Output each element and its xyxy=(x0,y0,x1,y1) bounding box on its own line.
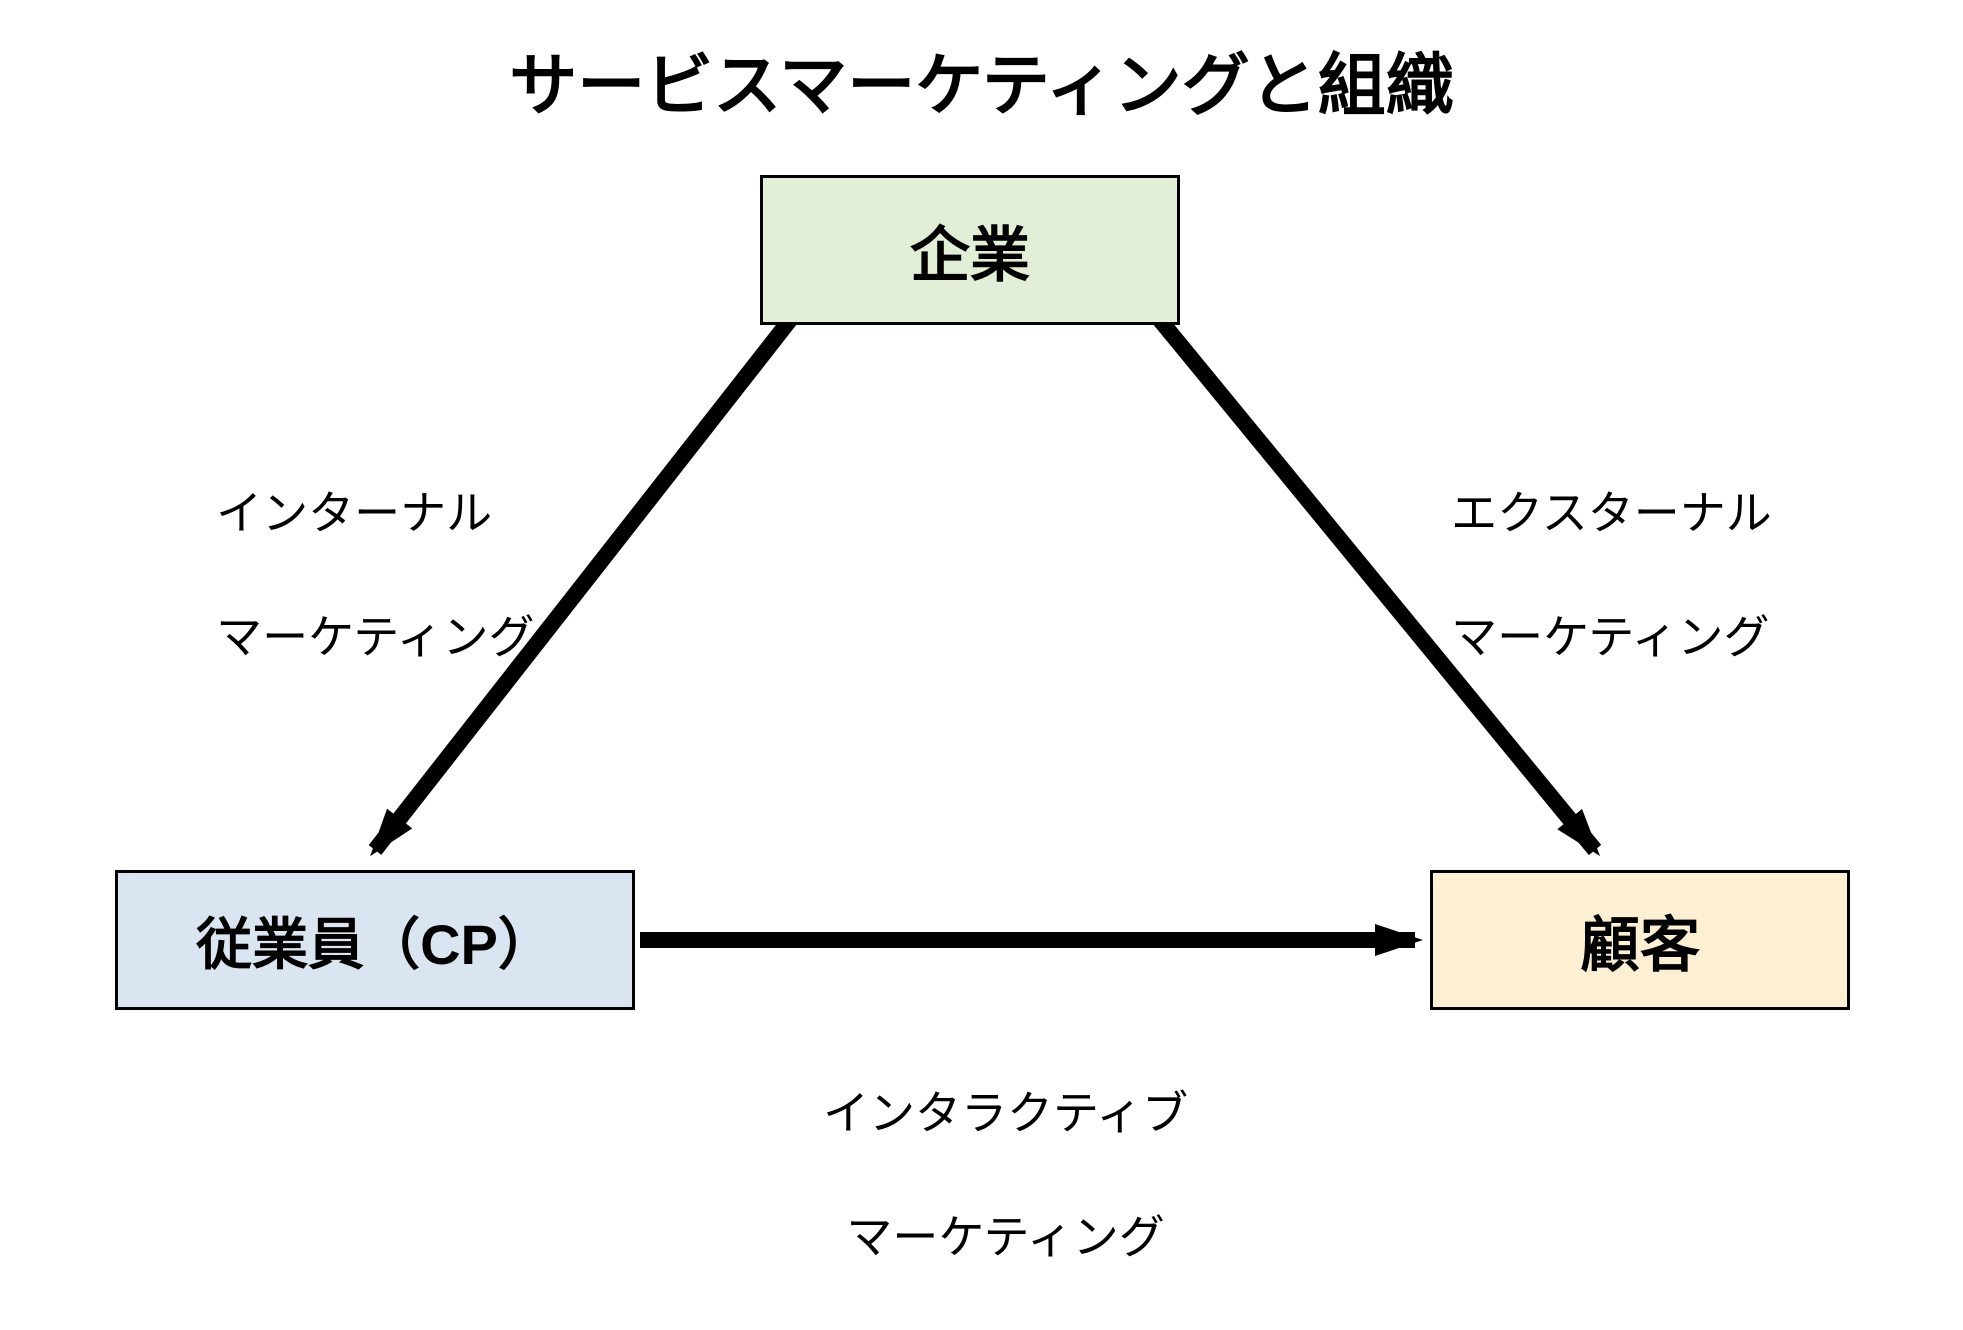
edge-label-internal: インターナル マーケティング xyxy=(165,420,534,730)
node-company: 企業 xyxy=(760,175,1180,325)
edge-label-external-line1: エクスターナル xyxy=(1451,487,1772,539)
edge-label-internal-line1: インターナル xyxy=(216,487,492,539)
edge-label-interactive-line1: インタラクティブ xyxy=(823,1087,1188,1139)
node-customer: 顧客 xyxy=(1430,870,1850,1010)
node-employee-label: 従業員（CP） xyxy=(196,900,554,981)
node-customer-label: 顧客 xyxy=(1580,897,1700,984)
edge-label-internal-line2: マーケティング xyxy=(216,611,534,663)
edge-label-external-line2: マーケティング xyxy=(1451,611,1769,663)
edge-label-interactive: インタラクティブ マーケティング xyxy=(0,1020,1962,1330)
diagram-title: サービスマーケティングと組織 xyxy=(0,30,1963,129)
node-employee: 従業員（CP） xyxy=(115,870,635,1010)
node-company-label: 企業 xyxy=(910,207,1030,294)
diagram-canvas: サービスマーケティングと組織 企業 従業員（CP） 顧客 インターナル マーケテ… xyxy=(0,0,1963,1167)
edge-label-interactive-line2: マーケティング xyxy=(846,1211,1164,1263)
edge-label-external: エクスターナル マーケティング xyxy=(1400,420,1772,730)
